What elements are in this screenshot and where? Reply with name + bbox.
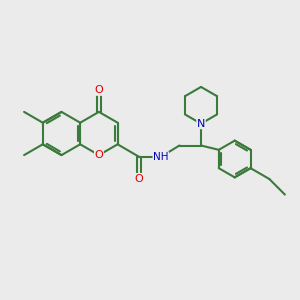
Text: O: O <box>94 150 103 160</box>
Text: O: O <box>94 85 103 95</box>
Text: NH: NH <box>153 152 169 162</box>
Text: O: O <box>135 173 144 184</box>
Text: N: N <box>197 119 205 129</box>
